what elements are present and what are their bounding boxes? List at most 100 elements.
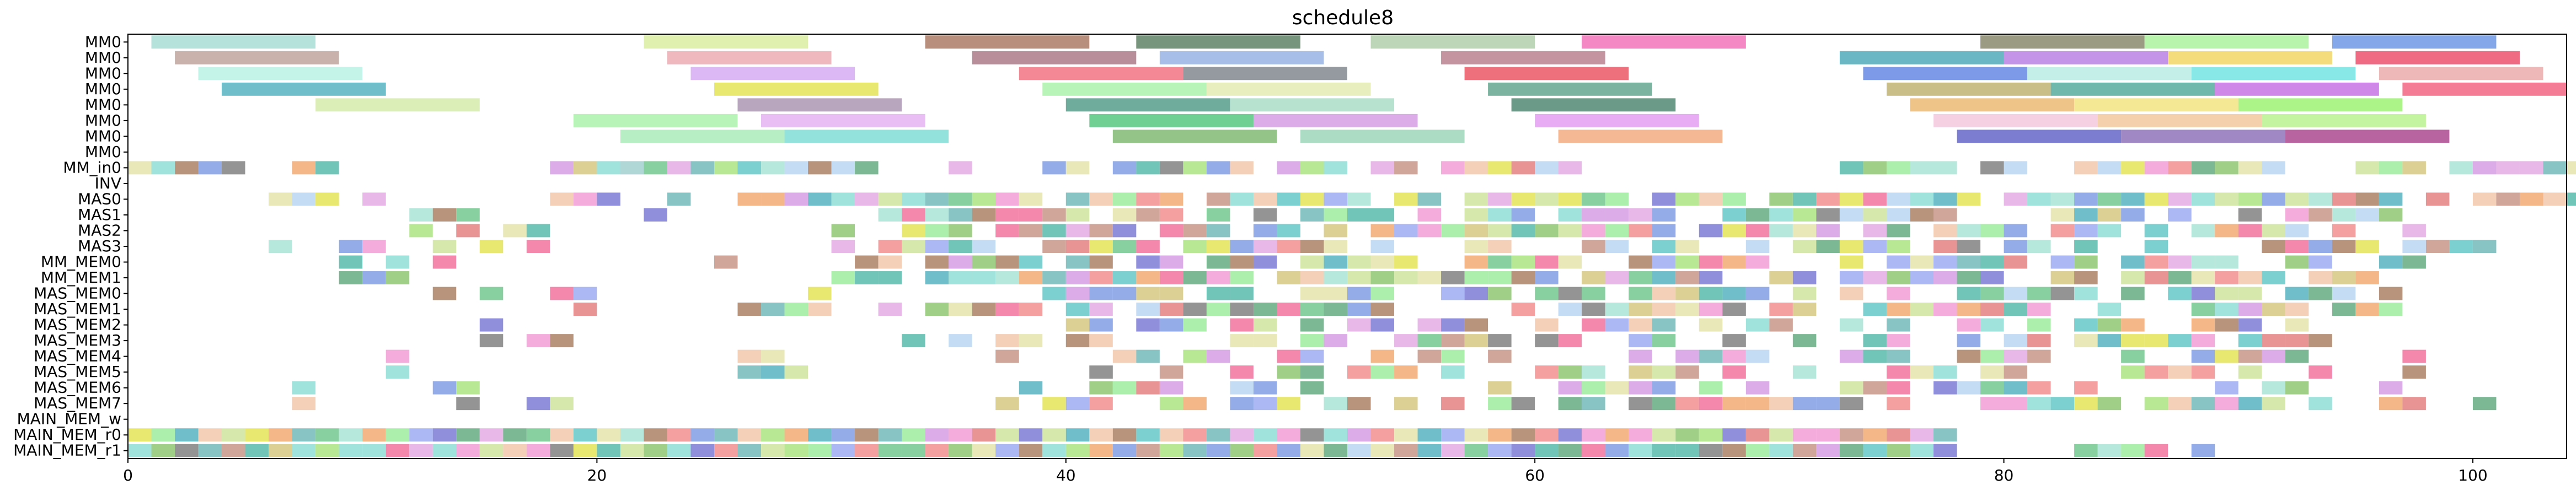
op-bar-382 <box>1394 271 1418 285</box>
task-bar-30 <box>1206 82 1371 96</box>
op-bar-164 <box>1324 208 1347 222</box>
op-bar-122 <box>2004 192 2028 206</box>
op-bar-615 <box>2191 349 2215 363</box>
op-bar-147 <box>456 208 480 222</box>
op-bar-316 <box>1065 255 1090 269</box>
op-bar-830 <box>550 444 574 457</box>
op-bar-669 <box>1629 381 1652 395</box>
op-bar-117 <box>1863 192 1887 206</box>
op-bar-690 <box>995 397 1019 411</box>
y-tick-label: MM0 <box>85 80 121 98</box>
op-bar-471 <box>972 303 996 316</box>
op-bar-554 <box>995 334 1019 348</box>
task-bar-54 <box>1112 130 1277 143</box>
op-bar-757 <box>667 428 691 442</box>
op-bar-436 <box>1535 287 1559 300</box>
op-bar-34 <box>1370 161 1395 175</box>
op-bar-188 <box>2097 208 2122 222</box>
op-bar-526 <box>1417 318 1442 332</box>
y-tick-label: MM0 <box>85 64 121 82</box>
op-bar-782 <box>1253 428 1277 442</box>
op-bar-607 <box>1839 349 1863 363</box>
op-bar-229 <box>1652 224 1676 238</box>
op-bar-552 <box>902 334 925 348</box>
op-bar-196 <box>2379 208 2403 222</box>
op-bar-846 <box>925 444 949 457</box>
op-bar-63 <box>2496 161 2520 175</box>
op-bar-115 <box>1816 192 1840 206</box>
op-bar-41 <box>1558 161 1582 175</box>
op-bar-497 <box>1792 303 1817 316</box>
op-bar-636 <box>1582 365 1605 379</box>
op-bar-693 <box>1089 397 1113 411</box>
op-bar-624 <box>784 365 808 379</box>
op-bar-776 <box>1112 428 1137 442</box>
op-bar-389 <box>1582 271 1605 285</box>
op-bar-755 <box>620 428 644 442</box>
op-bar-336 <box>1699 255 1723 269</box>
op-bar-762 <box>784 428 808 442</box>
op-bar-40 <box>1535 161 1559 175</box>
y-tick-label: MM_in0 <box>63 158 121 176</box>
op-bar-102 <box>1464 192 1488 206</box>
op-bar-53 <box>2168 161 2192 175</box>
op-bar-414 <box>2332 271 2356 285</box>
op-bar-378 <box>1300 271 1324 285</box>
op-bar-610 <box>1957 349 1981 363</box>
op-bar-363 <box>925 271 949 285</box>
op-bar-413 <box>2309 271 2332 285</box>
op-bar-688 <box>526 397 550 411</box>
y-tick-label: INV <box>95 174 121 192</box>
task-bar-5 <box>1582 35 1746 49</box>
op-bar-61 <box>2449 161 2473 175</box>
op-bar-161 <box>1206 208 1230 222</box>
task-bar-4 <box>1370 35 1535 49</box>
op-bar-627 <box>1230 365 1254 379</box>
op-bar-634 <box>1535 365 1559 379</box>
op-bar-200 <box>526 224 550 238</box>
task-bar-41 <box>1910 98 2075 112</box>
op-bar-705 <box>1558 397 1582 411</box>
op-bar-495 <box>1722 303 1746 316</box>
op-bar-443 <box>1722 287 1746 300</box>
op-bar-273 <box>1253 240 1277 253</box>
op-bar-529 <box>1535 318 1559 332</box>
op-bar-674 <box>1863 381 1887 395</box>
op-bar-652 <box>2309 365 2332 379</box>
op-bar-13 <box>667 161 691 175</box>
op-bar-368 <box>1042 271 1066 285</box>
op-bar-644 <box>1933 365 1957 379</box>
op-bar-868 <box>1441 444 1465 457</box>
op-bar-48 <box>2004 161 2028 175</box>
op-bar-697 <box>1253 397 1277 411</box>
op-bar-708 <box>1652 397 1676 411</box>
y-tick-label: MM0 <box>85 33 121 51</box>
op-bar-768 <box>925 428 949 442</box>
op-bar-195 <box>2355 208 2379 222</box>
op-bar-655 <box>432 381 457 395</box>
task-bar-56 <box>1558 130 1723 143</box>
op-bar-519 <box>1159 318 1183 332</box>
op-bar-252 <box>2402 224 2426 238</box>
op-bar-475 <box>1089 303 1113 316</box>
op-bar-365 <box>972 271 996 285</box>
op-bar-1 <box>151 161 175 175</box>
op-bar-485 <box>1347 303 1371 316</box>
op-bar-464 <box>737 303 762 316</box>
op-bar-845 <box>902 444 925 457</box>
op-bar-892 <box>2121 444 2145 457</box>
op-bar-283 <box>1675 240 1699 253</box>
op-bar-298 <box>2309 240 2332 253</box>
op-bar-126 <box>2097 192 2122 206</box>
op-bar-525 <box>1370 318 1395 332</box>
op-bar-772 <box>1019 428 1043 442</box>
op-bar-81 <box>878 192 902 206</box>
x-tick-label: 60 <box>1525 466 1545 484</box>
op-bar-659 <box>1112 381 1137 395</box>
op-bar-672 <box>1745 381 1770 395</box>
op-bar-233 <box>1769 224 1793 238</box>
op-bar-286 <box>1816 240 1840 253</box>
x-axis: 0 20 40 60 80 100 <box>123 459 2488 484</box>
op-bar-663 <box>1253 381 1277 395</box>
op-bar-849 <box>995 444 1019 457</box>
